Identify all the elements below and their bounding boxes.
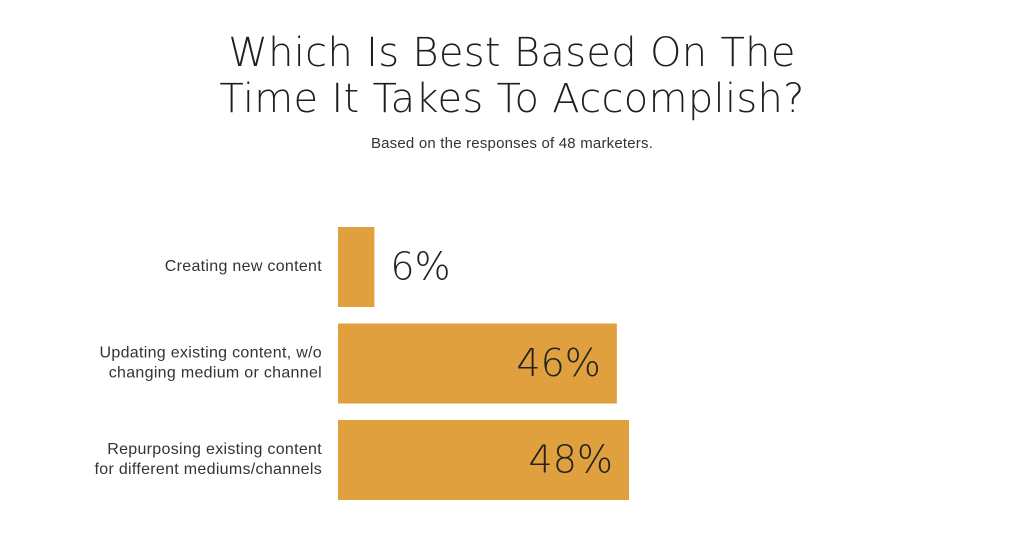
value-label-1: 46%: [516, 341, 600, 385]
chart-title: Which Is Best Based On The Time It Takes…: [0, 30, 1024, 122]
bar-0: [338, 227, 375, 307]
value-label-0: 6%: [390, 245, 450, 289]
category-label-0-line-0: Creating new content: [165, 258, 322, 275]
bar-1: [338, 323, 617, 404]
chart-title-line-1: Which Is Best Based On The: [228, 30, 796, 76]
category-label-1-line-0: Updating existing content, w/o: [100, 345, 322, 362]
category-label-2-line-0: Repurposing existing content: [107, 441, 322, 458]
category-label-1-line-1: changing medium or channel: [109, 365, 322, 382]
bar-2: [338, 420, 629, 500]
chart-subtitle: Based on the responses of 48 marketers.: [370, 135, 654, 152]
chart-title-line-2: Time It Takes To Accomplish?: [219, 76, 805, 122]
value-label-2: 48%: [529, 438, 613, 482]
category-label-2-line-1: for different mediums/channels: [95, 461, 322, 478]
